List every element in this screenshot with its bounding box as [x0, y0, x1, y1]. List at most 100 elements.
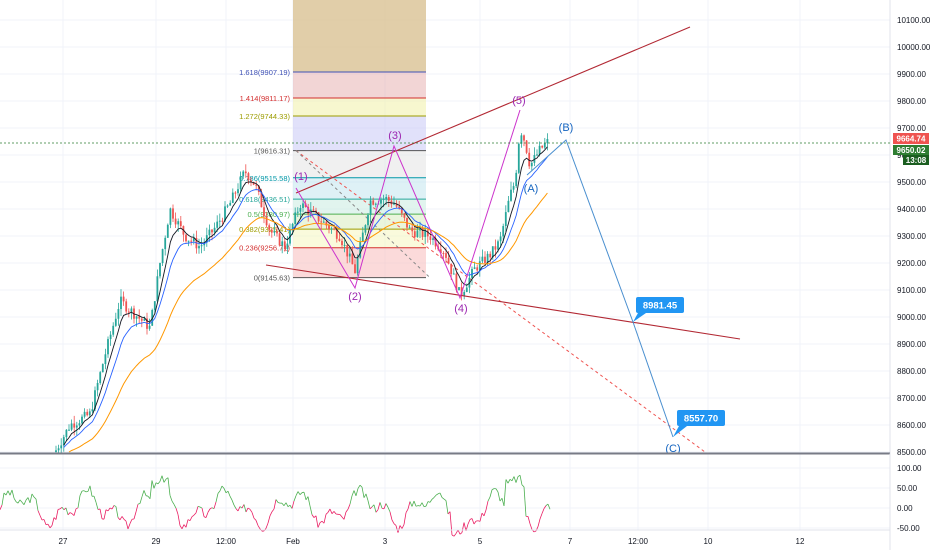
- oscillator-line-segment: [269, 511, 273, 516]
- candle-body: [73, 423, 76, 428]
- candle-body: [507, 200, 510, 213]
- oscillator-line-segment: [503, 479, 507, 506]
- oscillator-line-segment: [133, 511, 137, 520]
- y-tick-label: 8800.00: [897, 367, 926, 376]
- candle-body: [330, 228, 333, 230]
- oscillator-line-segment: [435, 493, 439, 496]
- candle-body: [257, 185, 260, 193]
- candle-body: [99, 372, 102, 383]
- fib-zone: [293, 177, 426, 200]
- target-price-label: 8557.70: [684, 414, 718, 425]
- candle-body: [200, 245, 203, 247]
- candle-body: [426, 230, 429, 237]
- fib-zone: [293, 229, 426, 248]
- candle-body: [299, 207, 302, 212]
- fib-zone: [293, 72, 426, 98]
- oscillator-line-segment: [495, 488, 499, 493]
- candle-body: [302, 203, 304, 208]
- oscillator-line-segment: [395, 525, 399, 533]
- oscillator-line-segment: [371, 504, 375, 508]
- oscillator-line-segment: [95, 502, 99, 510]
- oscillator-line-segment: [45, 523, 49, 526]
- oscillator-line-segment: [321, 520, 325, 524]
- oscillator-line-segment: [221, 485, 225, 489]
- oscillator-line-segment: [483, 509, 487, 517]
- candle-body: [510, 189, 512, 201]
- fib-level-label: 1.618(9907.19): [239, 68, 290, 77]
- current-price-tag: [893, 145, 929, 155]
- candle-body: [432, 238, 434, 240]
- target-callout-pointer: [633, 313, 646, 322]
- oscillator-line-segment: [177, 514, 181, 526]
- candle-body: [317, 212, 320, 222]
- oscillator-line-segment: [399, 525, 403, 529]
- candle-body: [166, 224, 169, 238]
- candle-body: [497, 241, 499, 250]
- candle-body: [429, 236, 432, 240]
- oscillator-line-segment: [39, 515, 43, 521]
- oscillator-line-segment: [63, 507, 67, 511]
- fast-moving-average-line: [63, 146, 548, 446]
- candle-body: [525, 140, 528, 153]
- y-tick-label: 9400.00: [897, 205, 926, 214]
- oscillator-line-segment: [433, 494, 437, 498]
- candle-body: [520, 135, 523, 144]
- oscillator-line-segment: [87, 485, 91, 492]
- candle-body: [208, 229, 211, 236]
- oscillator-line-segment: [265, 522, 269, 529]
- candle-body: [528, 152, 531, 167]
- candle-body: [104, 354, 107, 365]
- x-tick-label: 12:00: [628, 537, 649, 546]
- oscillator-line-segment: [327, 508, 331, 513]
- oscillator-line-segment: [167, 477, 171, 496]
- candle-body: [322, 221, 325, 223]
- trend-channel[interactable]: [265, 26, 741, 340]
- oscillator-line-segment: [513, 476, 517, 483]
- candle-body: [252, 181, 255, 185]
- y-tick-label: 9700.00: [897, 124, 926, 133]
- oscillator-line-segment: [359, 484, 363, 488]
- candle-body: [263, 207, 265, 217]
- oscillator-line-segment: [157, 481, 161, 485]
- osc-y-tick-label: -50.00: [897, 524, 920, 533]
- oscillator-line-segment: [257, 525, 261, 530]
- oscillator-line-segment: [393, 523, 397, 526]
- oscillator-line-segment: [505, 479, 509, 484]
- oscillator-line-segment: [105, 509, 109, 512]
- wave-label: (5): [512, 95, 525, 107]
- wave-label: (2): [348, 291, 361, 303]
- impulse-wave-path: [295, 109, 521, 300]
- oscillator-line-segment: [357, 484, 361, 489]
- oscillator-line-segment: [409, 501, 413, 507]
- fibonacci-retracement[interactable]: 0(9145.63) 0.236(9256.71) 0.382(9325.41) 0.…: [239, 0, 706, 453]
- oscillator-line-segment: [69, 512, 73, 514]
- oscillator-line-segment: [193, 512, 197, 516]
- fib-zone: [293, 150, 426, 178]
- candle-body: [86, 411, 89, 416]
- oscillator-line-segment: [295, 491, 299, 496]
- candle-body: [400, 208, 403, 214]
- oscillator-line-segment: [277, 502, 281, 504]
- oscillator-line-segment: [285, 502, 289, 507]
- oscillator-line-segment: [457, 529, 461, 535]
- candle-body: [486, 253, 489, 263]
- oscillator-line-segment: [47, 523, 51, 529]
- oscillator-line-segment: [453, 533, 457, 537]
- oscillator-line-segment: [537, 518, 541, 527]
- elliott-waves[interactable]: (1) (2) (3) (4) (5) (A) (B) (C) 8981.45 8557.70: [294, 95, 725, 455]
- candle-body: [489, 253, 492, 258]
- candle-body: [179, 221, 182, 227]
- oscillator-line-segment: [383, 503, 387, 509]
- oscillator-line-segment: [325, 512, 329, 515]
- target-callout-box: [636, 297, 684, 313]
- candle-body: [60, 445, 63, 449]
- candle-body: [481, 256, 484, 262]
- oscillator-line-segment: [387, 507, 391, 513]
- candle-body: [356, 257, 359, 274]
- candle-body: [374, 203, 377, 205]
- candle-body: [335, 229, 338, 239]
- oscillator-line-segment: [169, 495, 173, 502]
- oscillator-line-segment: [309, 505, 313, 515]
- oscillator-line-segment: [7, 490, 11, 496]
